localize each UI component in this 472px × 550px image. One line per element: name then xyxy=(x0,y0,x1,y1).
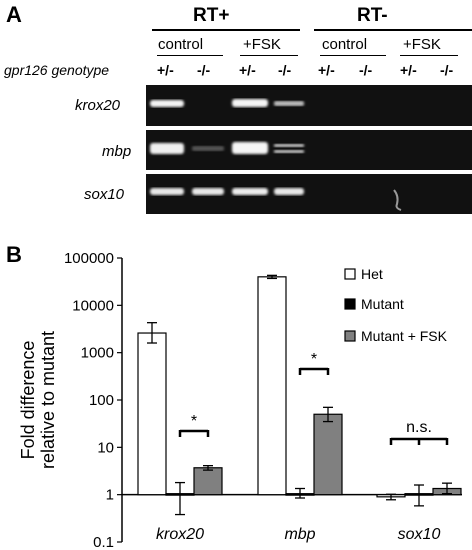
condition-underline xyxy=(157,55,223,56)
gel-label-mbp: mbp xyxy=(102,143,132,160)
condition-underline xyxy=(320,55,386,56)
condition-label: +FSK xyxy=(243,36,281,53)
gel-mbp xyxy=(146,130,472,170)
rt-plus-bracket xyxy=(152,29,300,31)
rt-minus-bracket xyxy=(314,29,472,31)
y-tick-label: 1000 xyxy=(81,345,114,362)
significance-krox20-label: * xyxy=(191,413,197,430)
y-axis-label-line: Fold difference xyxy=(18,341,38,460)
panel-b-letter: B xyxy=(6,242,22,267)
y-tick-label: 100 xyxy=(89,392,114,409)
genotype-value: +/- xyxy=(239,62,256,78)
genotype-value: +/- xyxy=(157,62,174,78)
genotype-value: -/- xyxy=(359,62,373,78)
condition-underline xyxy=(240,55,298,56)
gel-band xyxy=(150,143,184,154)
x-category-label: sox10 xyxy=(398,526,441,543)
rt-minus-header: RT- xyxy=(357,5,388,26)
gel-band xyxy=(192,146,224,151)
gel-band xyxy=(232,188,268,195)
legend-swatch xyxy=(344,330,356,342)
genotype-value: -/- xyxy=(278,62,292,78)
bar-mutant-fsk-krox20 xyxy=(193,467,223,496)
bar-het-mbp xyxy=(257,276,287,496)
gel-krox20 xyxy=(146,85,472,126)
bar-het-krox20 xyxy=(137,332,167,496)
genotype-value: -/- xyxy=(197,62,211,78)
condition-underline xyxy=(400,55,458,56)
gel-band xyxy=(150,188,184,195)
gel-band xyxy=(150,100,184,107)
gel-band xyxy=(192,188,224,195)
gel-band xyxy=(232,142,268,154)
genotype-label: gpr126 genotype xyxy=(4,62,110,78)
y-tick-label: 100000 xyxy=(64,250,114,267)
gel-band xyxy=(274,101,304,106)
x-category-label: mbp xyxy=(284,526,315,543)
condition-label: +FSK xyxy=(403,36,441,53)
significance-sox10-label: n.s. xyxy=(406,419,432,436)
gel-band xyxy=(274,150,304,153)
gel-band xyxy=(274,188,304,195)
significance-mbp-label: * xyxy=(311,351,317,368)
y-axis-label: Fold difference relative to mutant xyxy=(18,331,58,469)
legend-swatch xyxy=(344,298,356,310)
condition-label: control xyxy=(158,36,204,53)
genotype-value: +/- xyxy=(318,62,335,78)
legend-entry: Mutant + FSK xyxy=(361,328,448,344)
gel-label-sox10: sox10 xyxy=(84,186,125,203)
x-category-label: krox20 xyxy=(156,526,204,543)
rt-plus-header: RT+ xyxy=(193,5,230,26)
condition-label: control xyxy=(322,36,368,53)
y-tick-label: 10000 xyxy=(72,297,114,314)
y-tick-label: 0.1 xyxy=(93,534,114,550)
panel-a-letter: A xyxy=(6,2,22,27)
legend-entry: Het xyxy=(361,266,383,282)
bar-chart: 0.1 1 10 100 1000 10000 100000 Fold difference r… xyxy=(18,250,462,550)
gel-sox10 xyxy=(146,174,472,214)
gel-band xyxy=(274,144,304,147)
gel-label-krox20: krox20 xyxy=(75,97,121,114)
gel-artifact xyxy=(393,189,402,211)
y-tick-label: 1 xyxy=(106,487,114,504)
y-axis-label-line: relative to mutant xyxy=(38,331,58,469)
legend-entry: Mutant xyxy=(361,296,404,312)
genotype-value: +/- xyxy=(400,62,417,78)
gel-band xyxy=(232,99,268,107)
y-tick-label: 10 xyxy=(97,439,114,456)
genotype-value: -/- xyxy=(440,62,454,78)
legend-swatch xyxy=(344,268,356,280)
bar-mutant-fsk-mbp xyxy=(313,413,343,496)
